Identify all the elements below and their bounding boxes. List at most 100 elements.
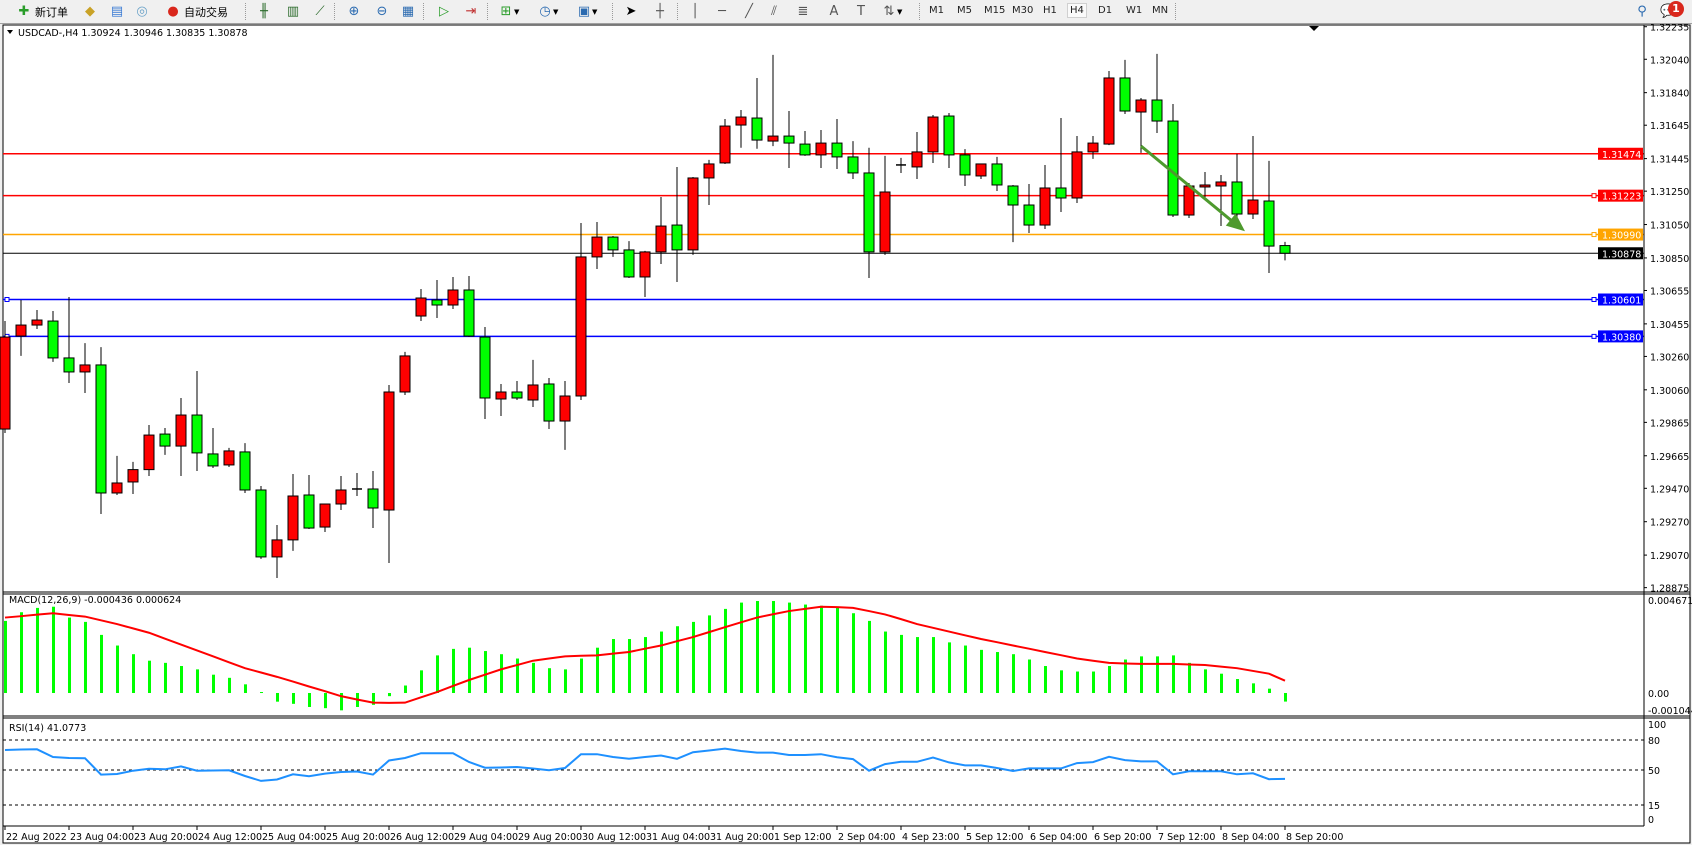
auto-trading-button[interactable]: ● 自动交易 bbox=[165, 2, 228, 21]
candle[interactable] bbox=[159, 428, 171, 455]
search-icon[interactable]: ⚲ bbox=[1637, 3, 1647, 19]
candle[interactable] bbox=[815, 130, 827, 168]
candle[interactable] bbox=[1119, 59, 1131, 115]
fibonacci-icon[interactable]: ≣ bbox=[797, 3, 809, 19]
candle[interactable] bbox=[991, 156, 1003, 191]
candle[interactable] bbox=[847, 141, 859, 179]
candle[interactable] bbox=[367, 470, 379, 529]
level-handle[interactable] bbox=[1591, 193, 1597, 199]
candle[interactable] bbox=[751, 77, 763, 149]
candle[interactable] bbox=[959, 149, 971, 186]
candle[interactable] bbox=[335, 475, 347, 511]
bar-chart-icon[interactable]: ╫ bbox=[260, 3, 268, 19]
candle[interactable] bbox=[1215, 174, 1227, 227]
candle[interactable] bbox=[896, 157, 906, 173]
candle[interactable] bbox=[911, 132, 923, 179]
candle[interactable] bbox=[1071, 136, 1083, 204]
candle[interactable] bbox=[975, 163, 987, 179]
timeframe-mn[interactable]: MN bbox=[1152, 5, 1169, 16]
text-label-icon[interactable]: T bbox=[857, 3, 865, 19]
candle[interactable] bbox=[1167, 104, 1179, 218]
candle[interactable] bbox=[607, 236, 619, 257]
candle[interactable] bbox=[1055, 118, 1067, 213]
candle[interactable] bbox=[303, 474, 315, 530]
candle[interactable] bbox=[271, 525, 283, 578]
candle[interactable] bbox=[703, 159, 715, 206]
arrows-icon[interactable]: ⇅ ▼ bbox=[883, 3, 903, 19]
dropdown-triangle-icon[interactable] bbox=[7, 30, 13, 34]
crosshair-icon[interactable]: ┼ bbox=[656, 3, 664, 19]
candle[interactable] bbox=[543, 377, 555, 430]
candle[interactable] bbox=[431, 279, 443, 319]
cursor-icon[interactable]: ➤ bbox=[625, 3, 637, 19]
candle[interactable] bbox=[399, 351, 411, 395]
chart-shift-marker-icon[interactable] bbox=[1309, 26, 1319, 31]
candle[interactable] bbox=[175, 397, 187, 476]
price-axis[interactable]: 1.32235 1.32040 1.31840 1.31645 1.31445 1.312… bbox=[1643, 23, 1689, 826]
candle[interactable] bbox=[0, 321, 11, 434]
candle[interactable] bbox=[655, 196, 667, 264]
candle[interactable] bbox=[863, 147, 875, 278]
candle[interactable] bbox=[1199, 171, 1211, 199]
candle[interactable] bbox=[191, 370, 203, 471]
trendline-icon[interactable]: ╱ bbox=[745, 3, 753, 19]
candle[interactable] bbox=[255, 485, 267, 559]
candle[interactable] bbox=[495, 383, 507, 417]
candle[interactable] bbox=[783, 111, 795, 168]
candle[interactable] bbox=[591, 222, 603, 269]
zoom-in-icon[interactable]: ⊕ bbox=[348, 3, 360, 19]
candle[interactable] bbox=[1087, 136, 1099, 159]
periods-icon[interactable]: ◷ ▼ bbox=[539, 3, 559, 19]
signals-icon[interactable]: ◎ bbox=[136, 3, 148, 19]
market-watch-icon[interactable]: ◆ bbox=[85, 3, 95, 19]
timeframe-m15[interactable]: M15 bbox=[984, 5, 1006, 16]
candle[interactable] bbox=[623, 241, 635, 278]
level-handle[interactable] bbox=[1591, 232, 1597, 238]
candle[interactable] bbox=[1247, 136, 1259, 220]
candle[interactable] bbox=[383, 384, 395, 563]
candle[interactable] bbox=[95, 347, 107, 515]
candle[interactable] bbox=[1151, 53, 1163, 134]
trend-arrow-head-icon[interactable] bbox=[1225, 213, 1245, 232]
timeframe-m30[interactable]: M30 bbox=[1012, 5, 1034, 16]
timeframe-h1[interactable]: H1 bbox=[1043, 5, 1057, 16]
timeframe-m5[interactable]: M5 bbox=[957, 5, 972, 16]
trend-arrow-line[interactable] bbox=[1140, 144, 1238, 227]
timeframe-m1[interactable]: M1 bbox=[929, 5, 944, 16]
candle[interactable] bbox=[559, 380, 571, 450]
candle[interactable] bbox=[352, 472, 362, 496]
candle[interactable] bbox=[1007, 184, 1019, 243]
rsi-pane[interactable]: 100 80 50 15 0 bbox=[3, 720, 1666, 826]
candle[interactable] bbox=[1039, 164, 1051, 230]
candle[interactable] bbox=[47, 311, 59, 362]
candle[interactable] bbox=[287, 473, 299, 551]
candle[interactable] bbox=[575, 223, 587, 400]
price-pane[interactable]: 1.31474 1.31223 1.30990 1.30601 1.30380 1.308… bbox=[0, 53, 1690, 719]
candle[interactable] bbox=[671, 166, 683, 282]
candle[interactable] bbox=[719, 119, 731, 164]
horizontal-line-icon[interactable]: ─ bbox=[718, 3, 726, 19]
candlestick-icon[interactable]: ▥ bbox=[286, 3, 300, 19]
candle[interactable] bbox=[31, 310, 43, 330]
candle[interactable] bbox=[1103, 70, 1115, 146]
candle[interactable] bbox=[1279, 241, 1291, 261]
candle[interactable] bbox=[479, 327, 491, 420]
time-axis[interactable]: 22 Aug 2022 23 Aug 04:00 23 Aug 20:00 24 Au… bbox=[3, 825, 1644, 843]
navigator-icon[interactable]: ▤ bbox=[110, 3, 124, 19]
candle[interactable] bbox=[511, 380, 523, 400]
level-handle[interactable] bbox=[4, 296, 10, 302]
text-icon[interactable]: A bbox=[829, 3, 839, 19]
macd-pane[interactable]: 0.004671 0.00 -0.001044 bbox=[4, 596, 1692, 717]
candle[interactable] bbox=[1135, 97, 1147, 153]
candle[interactable] bbox=[111, 455, 123, 495]
equidistant-channel-icon[interactable]: ⫽ bbox=[771, 3, 777, 19]
candle[interactable] bbox=[207, 428, 219, 468]
candle[interactable] bbox=[767, 54, 779, 147]
zoom-out-icon[interactable]: ⊖ bbox=[376, 3, 388, 19]
level-handle[interactable] bbox=[1591, 296, 1597, 302]
candle[interactable] bbox=[239, 443, 251, 493]
candle[interactable] bbox=[319, 503, 331, 533]
candle[interactable] bbox=[223, 447, 235, 467]
candle[interactable] bbox=[943, 113, 955, 168]
